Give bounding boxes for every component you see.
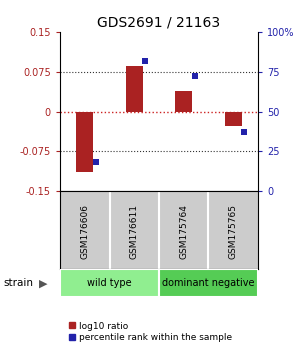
Bar [159, 269, 258, 297]
Text: GSM175764: GSM175764 [179, 204, 188, 259]
Text: GSM175765: GSM175765 [229, 204, 238, 259]
Text: wild type: wild type [87, 278, 132, 288]
Bar [76, 112, 93, 171]
Bar [60, 269, 159, 297]
Text: GSM176611: GSM176611 [130, 204, 139, 259]
Title: GDS2691 / 21163: GDS2691 / 21163 [98, 15, 220, 29]
Bar [175, 91, 192, 112]
Bar [126, 67, 143, 112]
Legend: log10 ratio, percentile rank within the sample: log10 ratio, percentile rank within the … [64, 318, 236, 346]
Text: strain: strain [3, 278, 33, 288]
Bar [225, 112, 242, 126]
Text: dominant negative: dominant negative [162, 278, 255, 288]
Text: GSM176606: GSM176606 [80, 204, 89, 259]
Text: ▶: ▶ [39, 278, 47, 288]
